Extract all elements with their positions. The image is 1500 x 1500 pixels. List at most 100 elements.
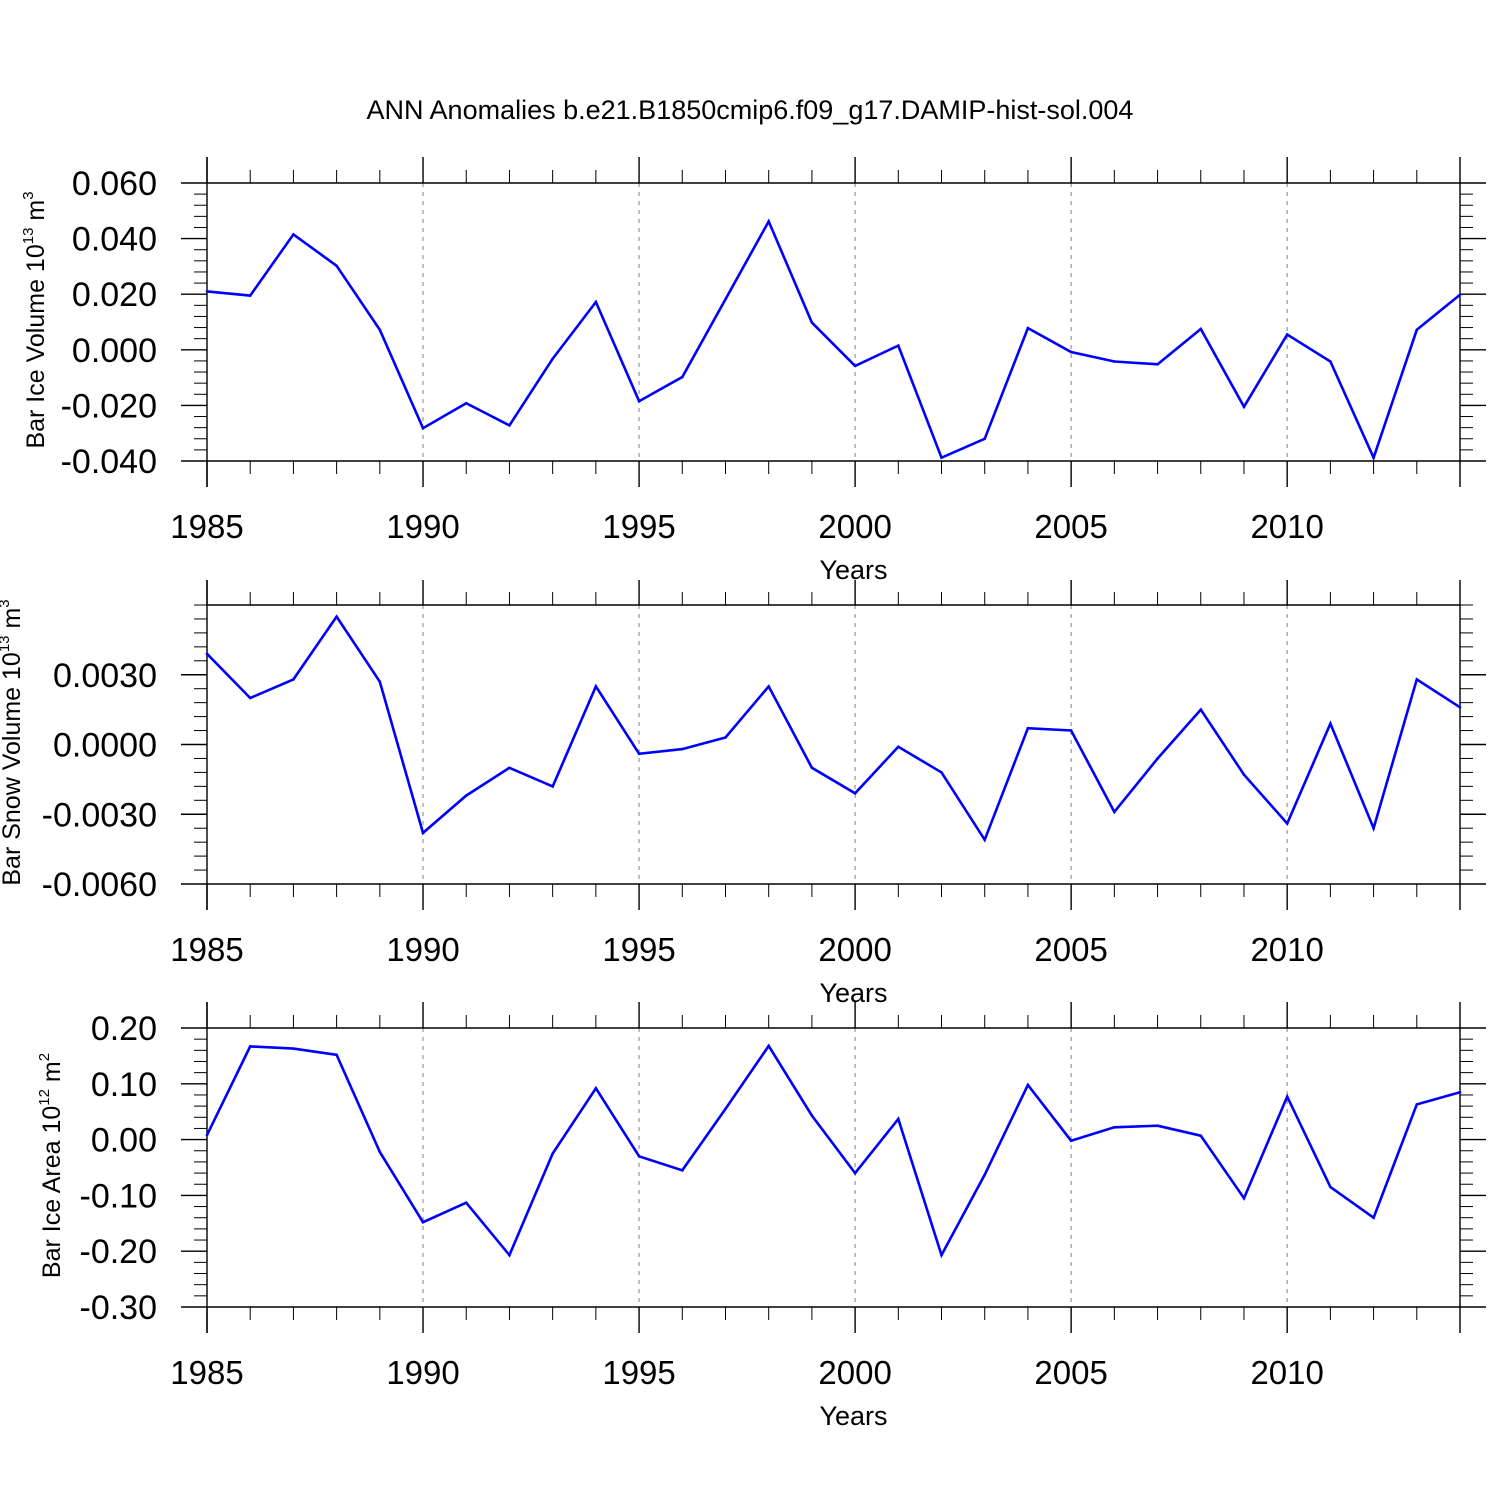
data-point (940, 456, 943, 459)
y-tick-label: 0.10 (91, 1066, 157, 1104)
y-tick-label: -0.0060 (42, 866, 157, 904)
data-point (1026, 1083, 1030, 1087)
data-point (983, 838, 987, 842)
data-point (767, 685, 770, 688)
x-tick-label: 1995 (602, 508, 675, 545)
y-tick-label: 0.000 (72, 332, 157, 370)
data-point (1156, 757, 1159, 760)
data-point (378, 680, 382, 684)
y-axis-label: Bar Ice Volume 1013 m3 (20, 191, 50, 448)
x-tick-label: 1985 (170, 931, 243, 968)
data-point (508, 1253, 511, 1257)
x-axis-title: Years (819, 978, 887, 1008)
data-point (421, 831, 425, 835)
y-tick-label: 0.020 (72, 276, 157, 314)
data-point (680, 1168, 684, 1172)
y-tick-label: 0.0030 (53, 657, 157, 695)
data-point (1242, 1196, 1246, 1200)
data-point (1458, 706, 1462, 709)
series-line (206, 218, 1461, 462)
data-point (248, 1045, 252, 1048)
x-axis-title: Years (819, 1401, 887, 1431)
data-point (421, 1220, 425, 1224)
data-point (205, 652, 209, 656)
x-tick-label: 2000 (818, 508, 891, 545)
data-point (1458, 293, 1462, 297)
data-point (853, 364, 857, 368)
data-point (1415, 678, 1419, 681)
data-point (724, 297, 727, 301)
data-point (292, 1047, 295, 1050)
data-point (1242, 773, 1246, 777)
data-point (637, 399, 641, 403)
y-tick-label: 0.00 (91, 1122, 157, 1160)
data-point (680, 747, 684, 751)
data-point (1285, 1095, 1289, 1098)
x-tick-label: 1985 (170, 1354, 243, 1391)
data-point (292, 678, 295, 681)
data-point (1113, 360, 1116, 363)
data-point (551, 357, 554, 360)
data-point (508, 424, 511, 427)
y-tick-label: -0.020 (61, 387, 157, 425)
data-point (594, 1086, 598, 1090)
chart-title: ANN Anomalies b.e21.B1850cmip6.f09_g17.D… (367, 95, 1134, 125)
y-tick-label: -0.10 (80, 1177, 158, 1215)
data-point (551, 1152, 554, 1155)
data-point (464, 1201, 468, 1204)
data-point (1285, 822, 1289, 825)
data-point (421, 426, 425, 430)
series-line (205, 1043, 1461, 1259)
data-point (767, 220, 770, 223)
series-line (206, 614, 1461, 843)
data-point (1069, 1139, 1073, 1143)
data-point (205, 1133, 209, 1137)
data-point (940, 1253, 943, 1257)
data-point (1113, 810, 1116, 814)
y-axis-label: Bar Snow Volume 1013 m3 (0, 599, 26, 885)
data-point (810, 766, 814, 770)
data-point (1415, 328, 1419, 332)
data-point (378, 1150, 382, 1154)
data-point (1458, 1090, 1462, 1094)
data-point (508, 766, 511, 770)
x-tick-label: 2010 (1250, 508, 1323, 545)
data-point (853, 792, 857, 795)
data-point (594, 685, 598, 688)
data-point (1199, 1134, 1203, 1137)
data-point (464, 794, 468, 797)
x-tick-label: 1985 (170, 508, 243, 545)
y-tick-label: 0.040 (72, 221, 157, 259)
x-tick-label: 2010 (1250, 931, 1323, 968)
data-point (983, 1173, 987, 1177)
data-point (335, 615, 338, 618)
data-point (1199, 708, 1203, 711)
x-tick-label: 2005 (1034, 931, 1107, 968)
data-point (637, 1155, 641, 1158)
data-point (292, 233, 295, 236)
data-point (940, 771, 943, 774)
data-point (248, 294, 252, 297)
data-point (248, 696, 252, 700)
data-point (1156, 362, 1159, 366)
data-point (767, 1044, 770, 1048)
y-tick-label: 0.060 (72, 165, 157, 203)
x-tick-label: 2000 (818, 1354, 891, 1391)
data-point (378, 328, 382, 332)
data-point (810, 1114, 814, 1117)
panel-3: 1985 1990 1995 2000 2005 2010 -0.30 -0.20 -0.10 0… (36, 1002, 1486, 1431)
data-point (897, 1117, 900, 1121)
data-point (335, 1053, 338, 1057)
data-point (983, 437, 987, 441)
panels: 1985 1990 1995 2000 2005 2010 -0.040 -0.020 0.00… (0, 157, 1486, 1431)
y-tick-label: -0.0030 (42, 796, 157, 834)
data-point (637, 752, 641, 756)
x-tick-label: 2000 (818, 931, 891, 968)
x-axis-title: Years (819, 555, 887, 585)
data-point (897, 344, 900, 347)
data-point (1415, 1103, 1419, 1106)
x-tick-label: 1990 (386, 1354, 459, 1391)
y-tick-label: 0.20 (91, 1010, 157, 1048)
data-point (1026, 726, 1030, 730)
